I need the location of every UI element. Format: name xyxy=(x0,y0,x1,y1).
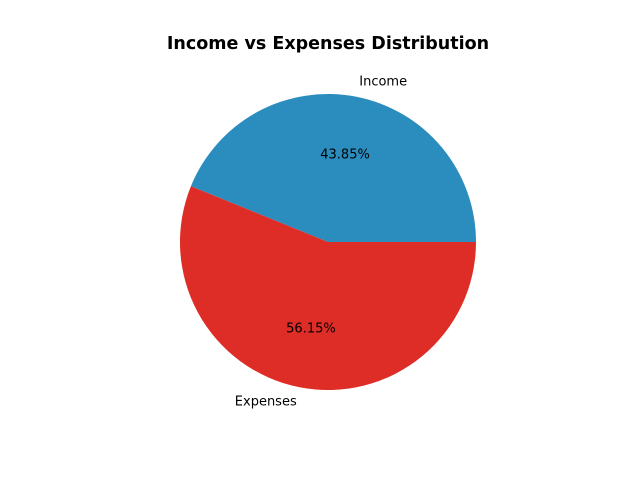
pie-slice-expenses xyxy=(180,186,477,390)
slice-label-income: Income xyxy=(359,75,407,90)
slice-percent-expenses: 56.15% xyxy=(286,322,336,337)
pie-labels: Income 43.85% Expenses 56.15% xyxy=(235,75,407,410)
pie-slices xyxy=(180,93,477,390)
slice-percent-income: 43.85% xyxy=(320,147,370,162)
chart-title: Income vs Expenses Distribution xyxy=(167,34,489,54)
slice-label-expenses: Expenses xyxy=(235,394,297,409)
pie-slice-income xyxy=(190,93,477,242)
